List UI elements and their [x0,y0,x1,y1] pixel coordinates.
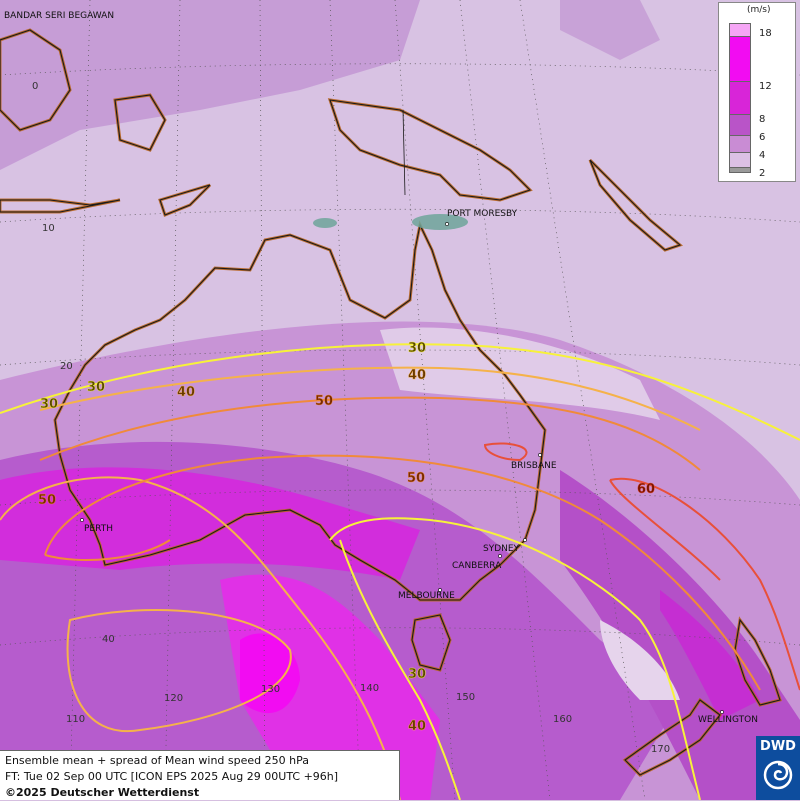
lon-label: 170 [651,744,670,755]
legend-label: 18 [759,28,772,39]
contour-label-40: 40 [408,719,426,734]
lon-label: 130 [261,684,280,695]
legend-label: 4 [759,150,766,161]
legend-label: 8 [759,114,766,125]
contour-label-30: 30 [87,380,105,395]
contour-label-40: 40 [177,385,195,400]
city-label-canberra: CANBERRA [452,561,502,571]
legend-swatch-12 [729,36,751,82]
contour-label-50: 50 [38,493,56,508]
water-patches [313,214,468,230]
city-label-melbourne: MELBOURNE [398,591,455,601]
color-legend: (m/s) 18 12 8 6 4 2 [718,2,796,182]
lat-label: 40 [102,634,115,645]
dwd-logo-text: DWD [760,739,796,754]
lat-label: 20 [60,361,73,372]
legend-label: 6 [759,132,766,143]
legend-swatch-6 [729,114,751,136]
lat-label: 10 [42,223,55,234]
city-label-wellington: WELLINGTON [698,715,758,725]
contour-label-30: 30 [408,667,426,682]
dwd-swirl-icon [763,760,793,790]
legend-label: 12 [759,81,772,92]
legend-unit: (m/s) [747,5,771,15]
city-label-sydney: SYDNEY [483,544,520,554]
product-title: Ensemble mean + spread of Mean wind spee… [5,754,309,767]
city-label-port-moresby: PORT MORESBY [447,209,518,219]
lat-label: 0 [32,81,38,92]
legend-swatch-0 [729,167,751,173]
contour-label-60: 60 [637,482,655,497]
lon-label: 140 [360,683,379,694]
legend-swatch-8 [729,81,751,115]
city-labels: BANDAR SERI BEGAWAN PORT MORESBY BRISBAN… [4,11,758,725]
legend-swatch-2 [729,152,751,168]
isotachs [0,343,800,800]
chart-info-box: Ensemble mean + spread of Mean wind spee… [0,750,400,800]
coastlines [0,28,782,777]
city-label-perth: PERTH [84,524,113,534]
contour-label-40: 40 [408,368,426,383]
grid-labels: 0 10 20 30 40 110 120 130 140 150 160 17… [32,81,670,755]
lon-label: 150 [456,692,475,703]
contour-label-30: 30 [40,397,58,412]
legend-label: 2 [759,168,766,179]
city-label-bandar: BANDAR SERI BEGAWAN [4,11,114,21]
forecast-time: FT: Tue 02 Sep 00 UTC [ICON EPS 2025 Aug… [5,770,339,783]
isotach-labels: 30 30 30 30 40 40 40 50 50 50 60 [38,341,655,734]
contour-label-50: 50 [315,394,333,409]
city-label-brisbane: BRISBANE [511,461,557,471]
contour-label-30: 30 [408,341,426,356]
city-markers [80,222,724,714]
lon-label: 160 [553,714,572,725]
lon-label: 120 [164,693,183,704]
legend-swatch-4 [729,135,751,153]
legend-swatch-18 [729,23,751,37]
dwd-logo: DWD [756,736,800,800]
contour-label-50: 50 [407,471,425,486]
copyright: ©2025 Deutscher Wetterdienst [5,786,200,799]
lon-label: 110 [66,714,85,725]
